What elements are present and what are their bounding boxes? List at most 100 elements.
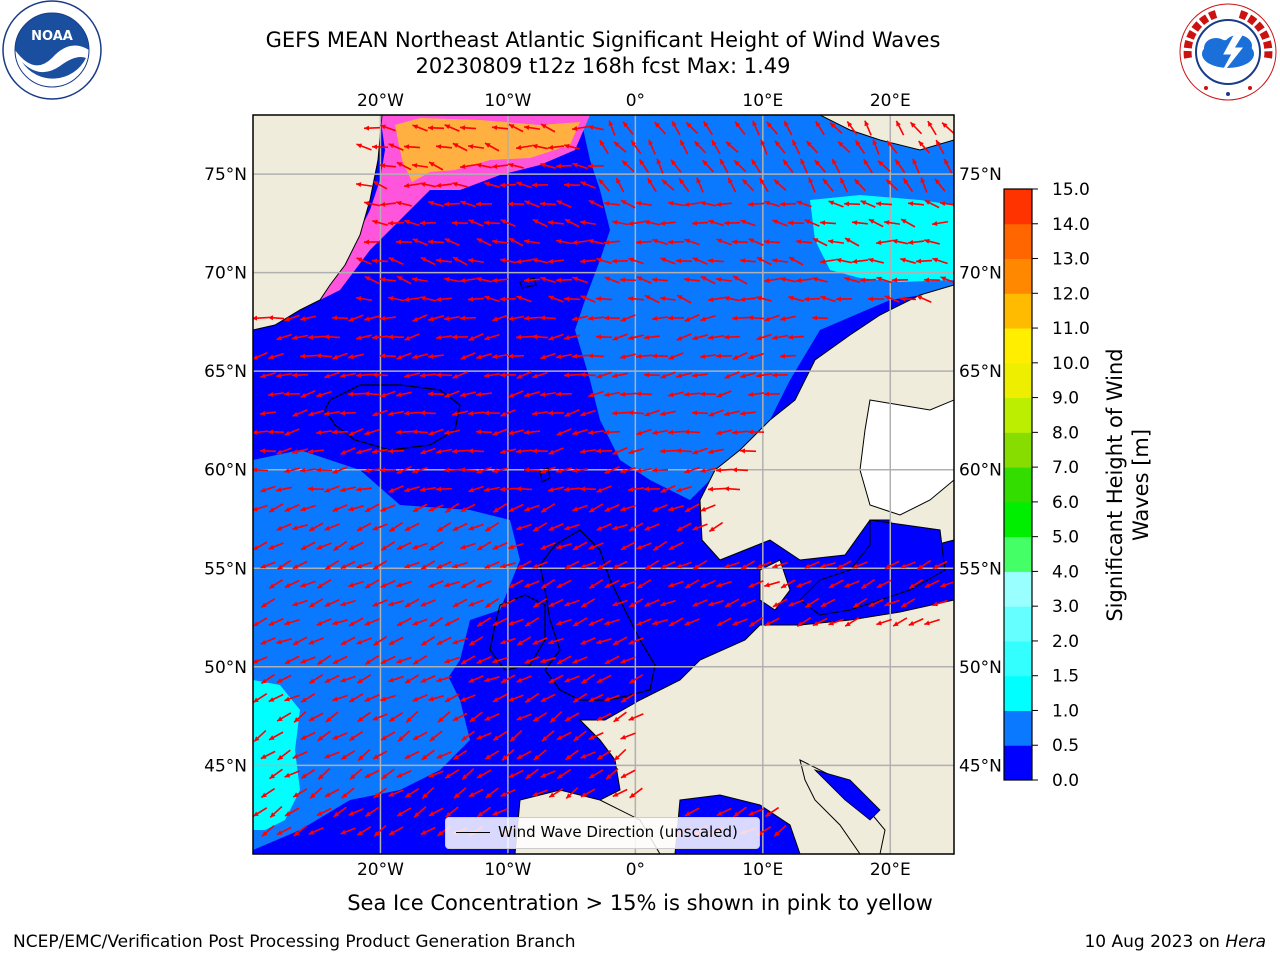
wind-wave-arrow: [372, 523, 388, 531]
wind-wave-arrow: [451, 334, 469, 340]
wind-wave-arrow: [381, 768, 395, 780]
wind-wave-arrow: [627, 220, 645, 226]
wind-wave-arrow: [356, 448, 372, 455]
wind-wave-arrow: [355, 296, 373, 302]
wind-wave-arrow: [396, 275, 412, 285]
wind-wave-arrow: [348, 353, 364, 360]
wind-wave-arrow: [317, 767, 331, 781]
wind-wave-arrow: [580, 637, 596, 645]
wind-wave-arrow: [308, 637, 324, 645]
wind-wave-arrow: [403, 182, 421, 188]
wind-wave-arrow: [603, 315, 621, 321]
wind-wave-arrow: [827, 239, 845, 245]
wind-wave-arrow: [427, 239, 445, 245]
wind-wave-arrow: [675, 448, 693, 454]
lon-label-bottom: 0°: [626, 860, 645, 880]
wind-wave-arrow: [868, 598, 884, 608]
wind-wave-arrow: [396, 466, 412, 474]
wind-wave-arrow: [539, 391, 557, 397]
wind-wave-arrow: [428, 580, 444, 588]
wind-wave-arrow: [791, 139, 801, 155]
wind-wave-arrow: [716, 429, 732, 436]
wind-wave-arrow: [261, 825, 275, 837]
wind-wave-arrow: [444, 693, 460, 703]
wind-wave-arrow: [844, 276, 860, 283]
wind-wave-arrow: [668, 580, 684, 588]
wind-wave-arrow: [587, 353, 605, 359]
wind-wave-arrow: [316, 390, 332, 398]
wind-wave-arrow: [548, 788, 564, 798]
wind-wave-arrow: [532, 143, 548, 150]
wind-wave-arrow: [499, 486, 517, 492]
wind-wave-arrow: [476, 541, 492, 551]
wind-wave-arrow: [364, 579, 380, 589]
wind-wave-arrow: [516, 523, 532, 531]
wind-wave-arrow: [565, 749, 579, 761]
wind-wave-arrow: [588, 732, 604, 740]
wind-wave-arrow: [620, 314, 636, 322]
wind-wave-arrow: [844, 617, 860, 627]
wind-wave-arrow: [779, 201, 797, 207]
lon-label-bottom: 10°E: [742, 860, 783, 880]
wind-wave-arrow: [556, 428, 572, 436]
wind-wave-arrow: [748, 352, 764, 360]
wind-wave-arrow: [277, 749, 291, 761]
wind-wave-arrow: [548, 674, 564, 684]
wind-wave-arrow: [460, 655, 476, 665]
wind-wave-arrow: [476, 580, 492, 588]
wind-wave-arrow: [555, 238, 573, 245]
wind-wave-arrow: [396, 541, 412, 551]
wind-wave-arrow: [284, 618, 300, 626]
colorbar-segment: [1004, 223, 1032, 260]
wind-wave-arrow: [468, 219, 484, 227]
wind-wave-arrow: [787, 220, 805, 226]
wind-wave-arrow: [292, 448, 308, 455]
wind-wave-arrow: [934, 178, 946, 192]
wind-wave-arrow: [364, 694, 380, 702]
wind-wave-arrow: [355, 372, 373, 378]
wind-wave-arrow: [317, 730, 331, 742]
wind-wave-arrow: [636, 428, 652, 436]
wind-wave-arrow: [875, 201, 893, 207]
wind-wave-arrow: [484, 181, 500, 188]
wind-wave-arrow: [700, 275, 716, 285]
wind-wave-arrow: [691, 410, 709, 416]
wind-wave-arrow: [531, 334, 549, 340]
wind-wave-arrow: [347, 391, 365, 397]
wind-wave-arrow: [604, 504, 620, 512]
wind-wave-arrow: [941, 122, 954, 134]
wind-wave-arrow: [300, 504, 316, 512]
wind-wave-arrow: [396, 161, 412, 171]
wind-wave-arrow: [692, 599, 708, 607]
wind-wave-arrow: [877, 160, 891, 172]
wind-wave-arrow: [700, 504, 716, 512]
wind-wave-arrow: [763, 277, 781, 283]
wind-wave-arrow: [540, 693, 556, 703]
wind-wave-arrow: [387, 410, 405, 417]
wind-wave-arrow: [611, 219, 629, 226]
wind-wave-arrow: [620, 732, 636, 740]
wind-wave-arrow: [276, 674, 292, 684]
wind-wave-arrow: [491, 125, 509, 131]
wind-wave-arrow: [843, 201, 861, 207]
map-area: [253, 115, 954, 854]
wind-wave-arrow: [540, 123, 556, 133]
wind-wave-arrow: [316, 654, 332, 666]
wind-wave-arrow: [357, 711, 371, 723]
wind-wave-arrow: [339, 410, 357, 416]
wind-wave-arrow: [699, 467, 717, 474]
wind-wave-arrow: [563, 182, 581, 188]
wind-wave-arrow: [727, 177, 737, 193]
wind-wave-arrow: [387, 220, 405, 226]
wind-wave-arrow: [492, 730, 508, 742]
wind-wave-arrow: [259, 448, 277, 454]
wind-wave-arrow: [476, 276, 492, 283]
wind-wave-arrow: [340, 599, 356, 607]
colorbar-segment: [1004, 536, 1032, 572]
wind-wave-arrow: [828, 618, 844, 626]
wind-wave-arrow: [292, 788, 308, 798]
wind-wave-arrow: [588, 503, 604, 513]
wind-wave-arrow: [467, 410, 485, 416]
wind-wave-arrow: [548, 637, 564, 645]
